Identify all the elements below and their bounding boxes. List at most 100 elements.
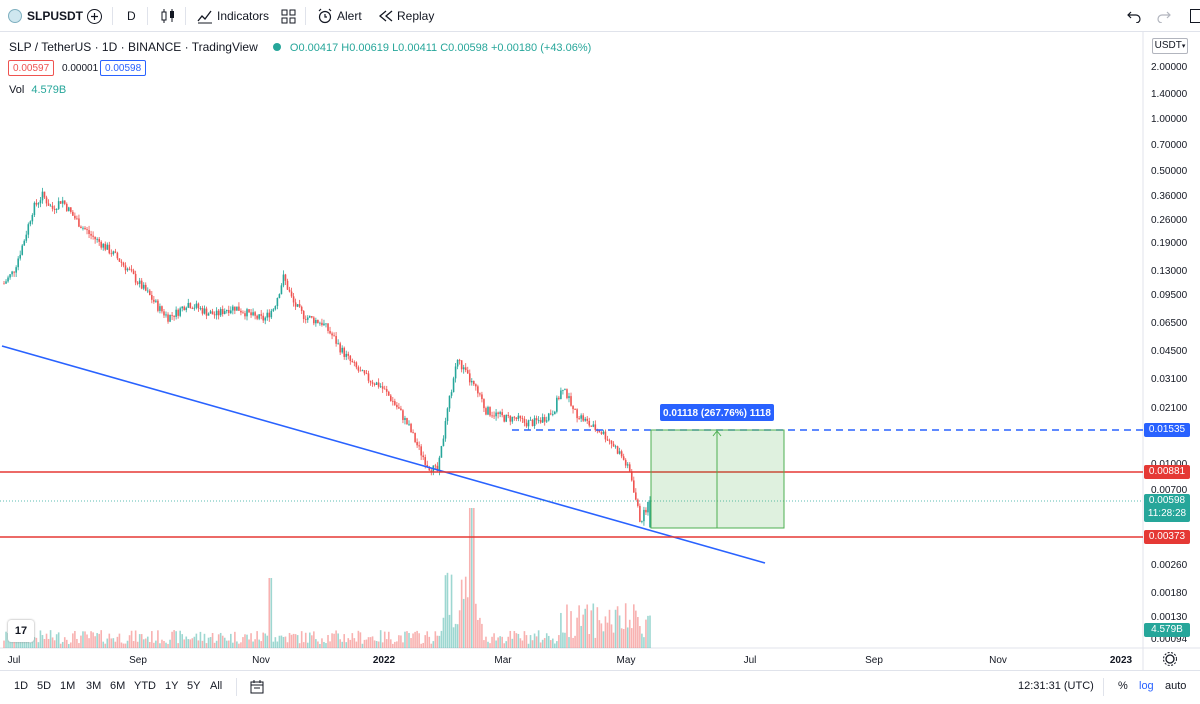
candle-body [47, 203, 50, 206]
range-button-5d[interactable]: 5D [37, 680, 52, 692]
tradingview-logo-icon[interactable]: 17 [8, 620, 34, 642]
templates-button[interactable] [281, 0, 296, 32]
volume-bar [541, 639, 544, 648]
volume-bar [11, 637, 13, 648]
candle-body [551, 414, 554, 416]
percent-scale-button[interactable]: % [1118, 680, 1128, 692]
buy-price-button[interactable]: 0.00598 [100, 60, 147, 76]
support-price-tag: 0.00373 [1144, 530, 1190, 544]
undo-button[interactable] [1127, 0, 1141, 32]
currency-selector[interactable]: USDT▾ [1152, 38, 1188, 54]
candle-body [483, 399, 485, 409]
volume-legend: Vol 4.579B [9, 84, 66, 96]
candle-body [473, 381, 475, 385]
range-button-ytd[interactable]: YTD [134, 680, 156, 692]
volume-bar [363, 639, 366, 648]
volume-bar [3, 640, 5, 648]
volume-bar [394, 641, 396, 648]
volume-bar [274, 637, 277, 648]
bottom-toolbar: 1D 5D 1M 3M 6M YTD 1Y 5Y All 12:31:31 (UTC) % lo… [0, 670, 1200, 704]
go-to-date-button[interactable] [250, 680, 264, 699]
alert-button[interactable]: Alert [317, 0, 362, 32]
candle-body [517, 415, 520, 419]
replay-button[interactable]: Replay [378, 0, 434, 32]
candle-body [333, 335, 335, 337]
candle-body [211, 311, 214, 315]
range-button-5y[interactable]: 5Y [187, 680, 201, 692]
volume-bar [256, 631, 258, 648]
candle-body [98, 238, 100, 242]
interval-label: D [127, 9, 136, 23]
volume-bar [317, 641, 319, 648]
candle-body [321, 322, 323, 326]
price-axis-label: 0.00094 [1151, 634, 1188, 645]
divider [112, 7, 113, 25]
volume-bar [35, 637, 38, 648]
candle-body [355, 362, 358, 368]
candle-body [335, 336, 337, 344]
compare-add-button[interactable] [86, 0, 103, 32]
price-axis[interactable]: 2.00000 1.40000 1.00000 0.70000 0.50000 0.360… [1151, 62, 1188, 645]
candle-body [294, 302, 297, 307]
range-button-3m[interactable]: 3M [86, 680, 102, 692]
volume-bar [632, 604, 635, 648]
volume-bar [55, 634, 58, 648]
log-scale-button[interactable]: log [1139, 680, 1154, 692]
chart-area[interactable]: 0.01118 (267.76%) 1118 2.00000 1.40000 1.0… [0, 32, 1200, 670]
redo-button[interactable] [1157, 0, 1171, 32]
range-button-6m[interactable]: 6M [110, 680, 126, 692]
candle-body [554, 411, 556, 415]
indicators-button[interactable]: Indicators [197, 0, 269, 32]
volume-bar [270, 578, 273, 648]
symbol-search-button[interactable]: SLPUSDT [8, 0, 83, 32]
candle-body [37, 203, 40, 205]
candle-body [466, 370, 469, 374]
time-axis-label: Nov [252, 655, 270, 666]
candle-body [485, 408, 487, 415]
volume-bar [258, 639, 260, 648]
candle-body [45, 197, 48, 204]
volume-bar [78, 643, 80, 648]
divider [305, 7, 306, 25]
volume-bar [600, 623, 603, 648]
trendline[interactable] [1, 345, 766, 564]
volume-bar [76, 638, 78, 648]
candle-body [351, 360, 354, 363]
chart-type-button[interactable] [160, 0, 176, 32]
volume-bar [649, 615, 651, 648]
auto-scale-button[interactable]: auto [1165, 680, 1187, 692]
range-button-1y[interactable]: 1Y [165, 680, 179, 692]
candle-body [209, 311, 212, 314]
candle-body [408, 423, 410, 425]
volume-bar [134, 630, 137, 648]
range-button-1d[interactable]: 1D [14, 680, 29, 692]
volume-bar [359, 632, 362, 648]
candle-body [159, 306, 161, 311]
candle-body [416, 442, 418, 446]
candle-body [3, 283, 5, 285]
volume-bar [179, 630, 181, 648]
candlesticks [3, 187, 651, 528]
volume-bar [377, 641, 380, 648]
clock[interactable]: 12:31:31 (UTC) [1018, 680, 1094, 692]
volume-bar [268, 578, 271, 648]
sell-price-button[interactable]: 0.00597 [8, 60, 55, 76]
range-button-all[interactable]: All [210, 680, 223, 692]
volume-bar [630, 628, 633, 648]
time-axis[interactable]: Jul Sep Nov 2022 Mar May Jul Sep Nov 2023 [8, 655, 1133, 666]
volume-bar [454, 623, 457, 648]
volume-bar [236, 641, 238, 648]
interval-button[interactable]: D [127, 0, 136, 32]
volume-bar [628, 619, 631, 648]
candle-body [225, 309, 228, 312]
volume-bar [515, 633, 518, 648]
layout-button[interactable] [1190, 0, 1200, 32]
candle-body [17, 258, 19, 268]
settings-gear-icon[interactable] [1163, 652, 1177, 666]
range-button-1m[interactable]: 1M [60, 680, 76, 692]
candle-body [511, 416, 514, 422]
legend-title: SLP / TetherUS · 1D · BINANCE · TradingV… [9, 40, 258, 54]
candle-body [479, 393, 481, 395]
candle-body [562, 389, 564, 391]
price-chart[interactable]: 0.01118 (267.76%) 1118 2.00000 1.40000 1.0… [0, 32, 1200, 670]
